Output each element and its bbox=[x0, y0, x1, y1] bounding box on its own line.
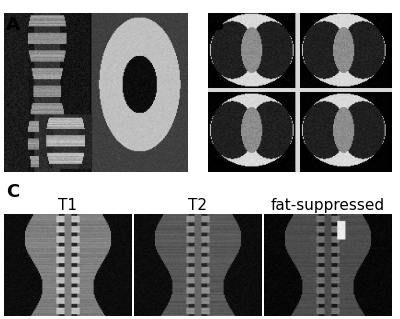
Text: A: A bbox=[6, 16, 20, 34]
Text: C: C bbox=[6, 183, 19, 201]
Text: T1: T1 bbox=[58, 198, 78, 213]
Text: fat-suppressed: fat-suppressed bbox=[271, 198, 385, 213]
Text: B: B bbox=[210, 16, 224, 34]
Text: T2: T2 bbox=[188, 198, 208, 213]
